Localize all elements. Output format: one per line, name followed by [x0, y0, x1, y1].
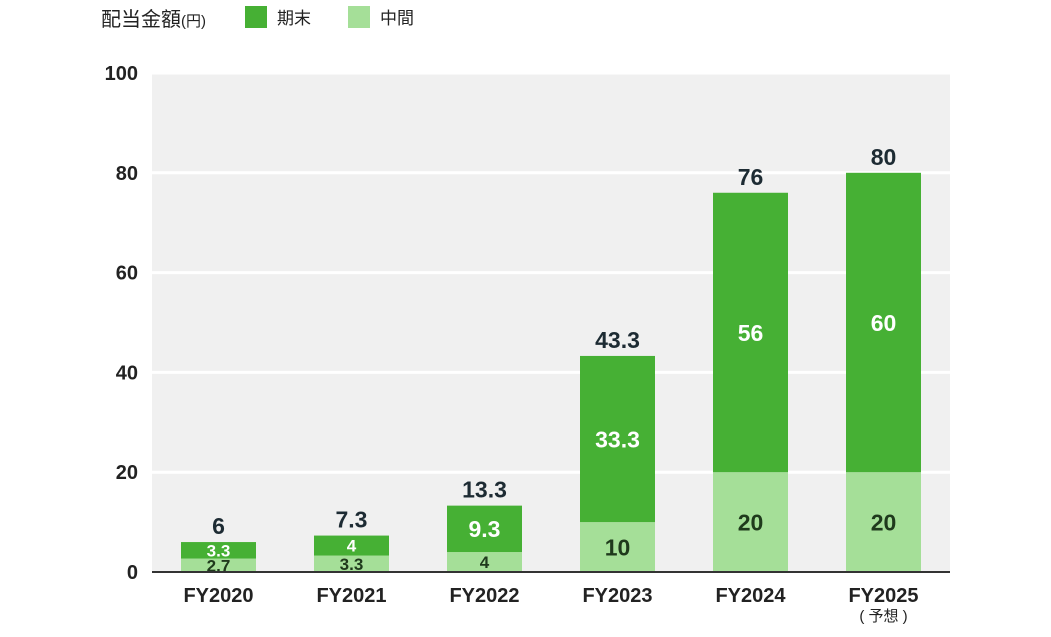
x-tick-note: ( 予想 ) [859, 608, 907, 625]
bar-year-end [713, 192, 788, 473]
y-tick-label: 80 [116, 163, 138, 185]
bar-interim [314, 555, 389, 572]
legend-swatch-chukan [348, 5, 370, 28]
legend-unit: (円) [181, 13, 206, 30]
bar-year-end [447, 505, 522, 553]
x-tick-label: FY2025 [848, 585, 918, 607]
data-label: 2.7 [207, 556, 231, 575]
bar-year-end [580, 355, 655, 523]
legend-item-chukan: 中間 [348, 4, 414, 29]
data-label: 20 [871, 509, 897, 535]
data-label: 56 [738, 320, 764, 346]
bar-interim [580, 522, 655, 572]
legend-title-text: 配当金額 [101, 9, 181, 31]
total-label: 76 [738, 164, 764, 190]
data-label: 4 [347, 537, 357, 556]
y-tick-label: 20 [116, 462, 138, 484]
x-tick-label: FY2023 [582, 585, 652, 607]
data-label: 20 [738, 509, 764, 535]
total-label: 7.3 [336, 507, 368, 533]
bar-year-end [846, 172, 921, 473]
bar-interim [713, 472, 788, 572]
bar-interim [447, 552, 522, 572]
total-label: 6 [212, 513, 225, 539]
y-tick-label: 100 [105, 63, 138, 85]
data-label: 60 [871, 310, 897, 336]
total-label: 13.3 [462, 477, 507, 503]
total-label: 80 [871, 144, 897, 170]
data-label: 4 [480, 553, 490, 572]
data-label: 10 [605, 534, 631, 560]
x-tick-label: FY2022 [449, 585, 519, 607]
legend-swatch-kimatsu [245, 5, 267, 28]
bar-interim [181, 558, 256, 572]
data-label: 3.3 [340, 555, 364, 574]
plot-area [152, 73, 950, 572]
legend-label-chukan: 中間 [380, 9, 414, 28]
bar-year-end [181, 542, 256, 559]
x-tick-label: FY2020 [183, 585, 253, 607]
y-tick-label: 0 [127, 562, 138, 584]
x-tick-label: FY2024 [715, 585, 786, 607]
legend-label-kimatsu: 期末 [277, 9, 311, 28]
total-label: 43.3 [595, 327, 640, 353]
bar-year-end [314, 535, 389, 556]
bar-interim [846, 472, 921, 572]
x-tick-label: FY2021 [316, 585, 386, 607]
data-label: 33.3 [595, 426, 640, 452]
data-label: 3.3 [207, 541, 231, 560]
y-tick-label: 60 [116, 263, 138, 285]
legend-title: 配当金額(円) [101, 3, 206, 32]
legend-item-kimatsu: 期末 [245, 4, 311, 29]
y-tick-label: 40 [116, 362, 138, 384]
data-label: 9.3 [469, 516, 501, 542]
